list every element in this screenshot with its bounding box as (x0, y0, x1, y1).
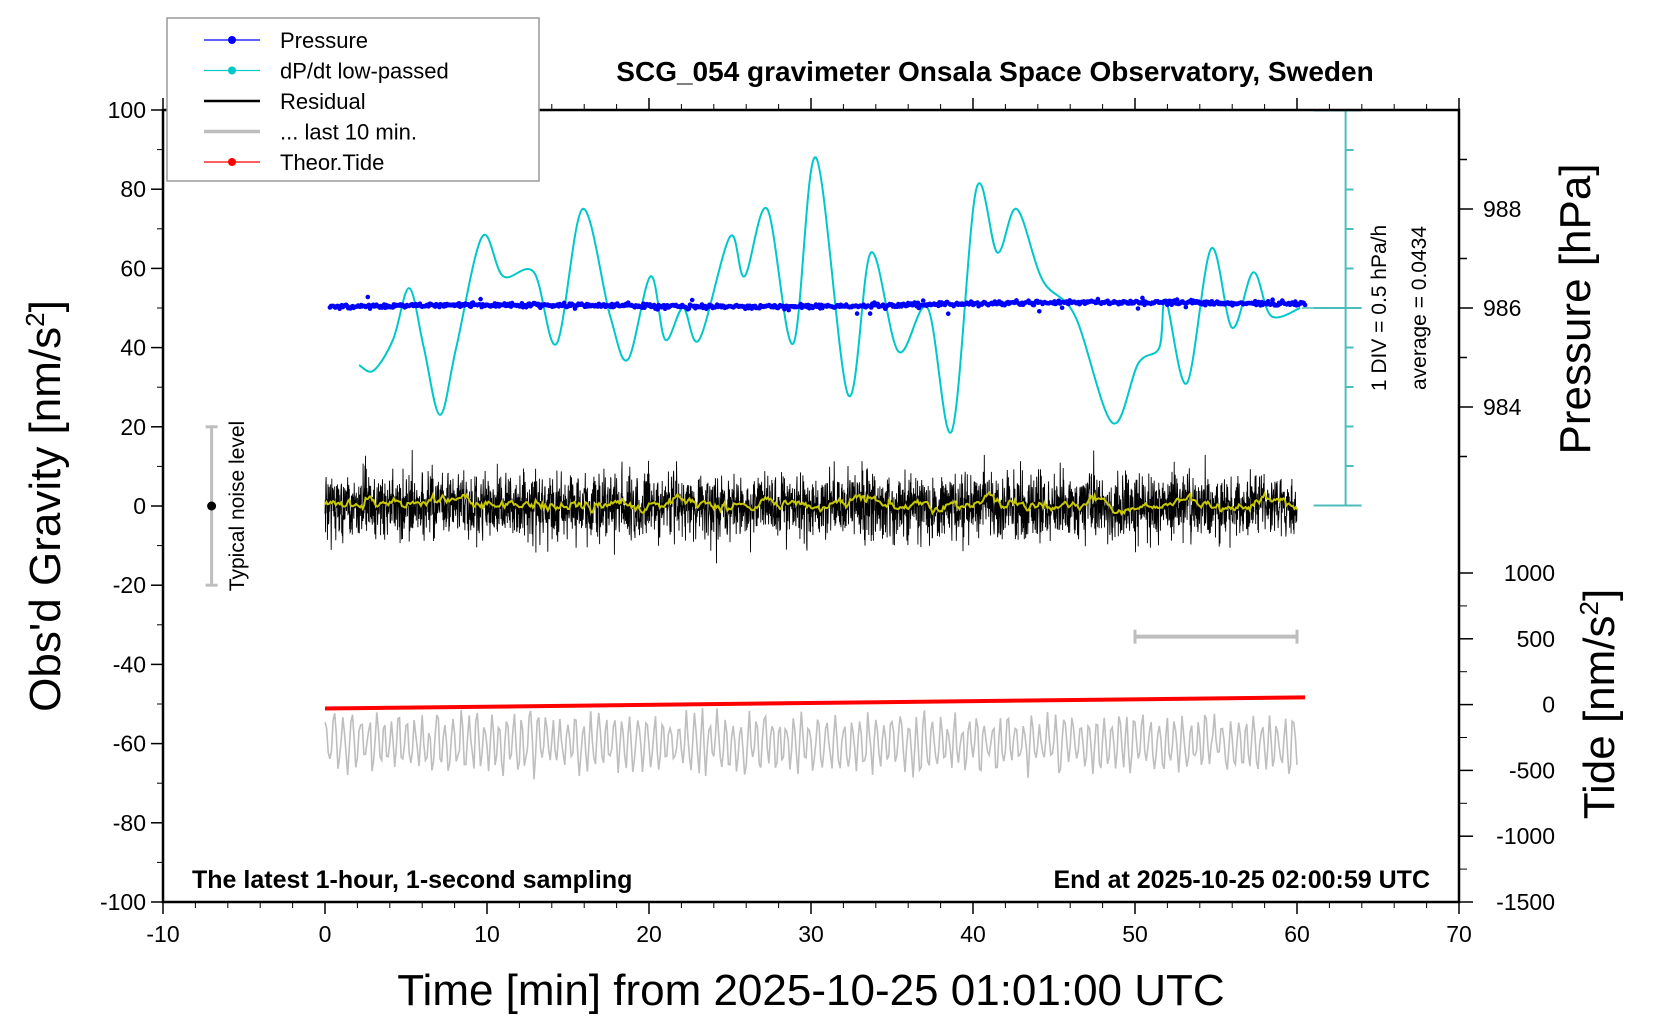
y-tick-label: 60 (120, 255, 146, 281)
pressure-point (1174, 297, 1180, 302)
sampling-note: The latest 1-hour, 1-second sampling (192, 866, 632, 894)
x-tick-label: -10 (146, 921, 179, 947)
tide-tick-label: -1000 (1496, 823, 1555, 849)
y-tick-label: 0 (133, 493, 146, 519)
x-tick-label: 20 (636, 921, 662, 947)
pressure-tick-label: 986 (1483, 295, 1521, 321)
pressure-point (867, 311, 873, 316)
legend-label: ... last 10 min. (280, 120, 417, 145)
pressure-point (1059, 305, 1065, 311)
pressure-point (365, 294, 371, 300)
tide-axis-title-main: Tide [nm/s (1575, 615, 1624, 819)
tide-tick-label: -500 (1509, 757, 1555, 783)
y-tick-label: -60 (113, 731, 146, 757)
pressure-point (786, 307, 791, 313)
theoretical-tide-line (324, 695, 1306, 711)
pressure-point (1302, 302, 1308, 308)
y-axis-title-close: ] (21, 300, 70, 312)
noise-level-center-dot (207, 501, 217, 511)
x-tick-label: 0 (319, 921, 332, 947)
tide-axis-title-close: ] (1575, 589, 1624, 601)
pressure-point (1037, 309, 1042, 314)
y-axis-title: Obs'd Gravity [nm/s2] (20, 300, 70, 712)
x-tick-label: 30 (798, 921, 824, 947)
legend-label: Pressure (280, 28, 368, 53)
tide-tick-label: 1000 (1504, 560, 1555, 586)
y-axis-title-sup: 2 (20, 312, 50, 326)
y-tick-label: -20 (113, 572, 146, 598)
x-tick-label: 40 (960, 921, 986, 947)
y-tick-label: 40 (120, 335, 146, 361)
y-tick-label: -40 (113, 651, 146, 677)
pressure-point (1183, 304, 1189, 310)
legend: Pressure dP/dt low-passed Residual ... last… (166, 17, 540, 182)
noise-level-label: Typical noise level (226, 421, 249, 591)
tide-axis-title: Tide [nm/s2] (1574, 589, 1624, 819)
x-tick-label: 50 (1122, 921, 1148, 947)
y-tick-label: -80 (113, 810, 146, 836)
residual-mean-line (324, 490, 1298, 517)
chart-title: SCG_054 gravimeter Onsala Space Observat… (616, 56, 1373, 87)
pressure-point (1270, 297, 1275, 303)
pressure-tick-label: 988 (1483, 196, 1521, 222)
tide-axis-title-sup: 2 (1574, 601, 1604, 615)
x-tick-label: 10 (474, 921, 500, 947)
legend-marker (228, 66, 236, 75)
legend-label: Residual (280, 89, 366, 114)
pressure-axis-title: Pressure [hPa] (1551, 163, 1600, 454)
x-tick-label: 60 (1284, 921, 1310, 947)
legend-marker (228, 158, 236, 166)
pressure-tick-label: 984 (1483, 394, 1522, 420)
tide-tick-label: 0 (1542, 692, 1555, 718)
pressure-point (920, 298, 926, 303)
y-tick-label: 100 (108, 97, 146, 123)
pressure-point (1135, 306, 1141, 311)
legend-label: dP/dt low-passed (280, 59, 449, 84)
x-tick-label: 70 (1446, 921, 1472, 947)
legend-box (166, 17, 540, 182)
x-axis-title: Time [min] from 2025-10-25 01:01:00 UTC (397, 966, 1224, 1015)
tide-tick-label: 500 (1517, 626, 1555, 652)
dpdt-lowpassed-line (358, 156, 1301, 434)
dpdt-average-label: average = 0.0434 (1408, 226, 1431, 390)
dpdt-scale-label: 1 DIV = 0.5 hPa/h (1368, 225, 1391, 391)
pressure-point (1203, 302, 1208, 308)
pressure-point (478, 296, 483, 302)
pressure-point (854, 311, 860, 316)
tide-tick-label: -1500 (1496, 889, 1555, 915)
pressure-point (945, 311, 951, 317)
y-tick-label: 80 (120, 176, 146, 202)
residual-line (324, 449, 1298, 564)
y-axis-title-main: Obs'd Gravity [nm/s (21, 327, 70, 712)
last-10-min-line (324, 708, 1298, 780)
y-tick-label: 20 (120, 414, 146, 440)
pressure-point (689, 297, 695, 303)
legend-marker (228, 36, 236, 44)
y-tick-label: -100 (100, 889, 146, 915)
legend-label: Theor.Tide (280, 150, 384, 175)
end-time-note: End at 2025-10-25 02:00:59 UTC (1053, 866, 1430, 894)
